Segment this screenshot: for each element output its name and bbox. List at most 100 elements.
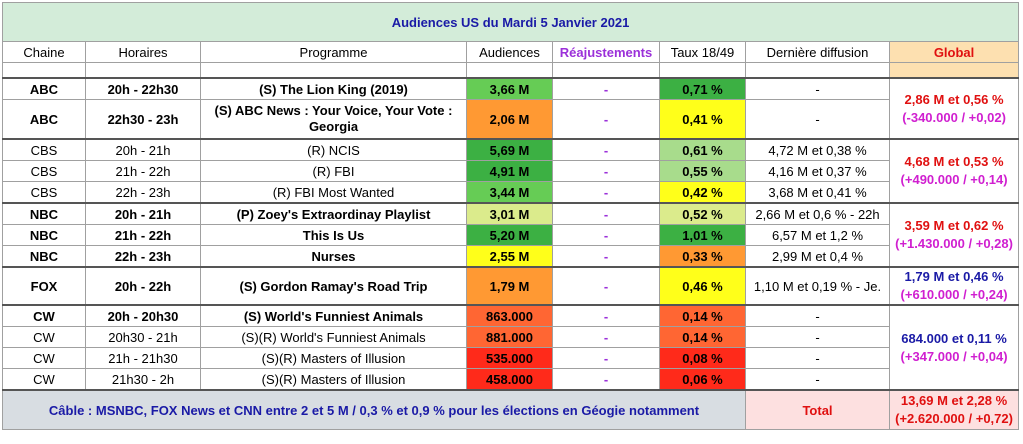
spacer-cell (745, 62, 890, 79)
table-row: NBC 20h - 21h (P) Zoey's Extraordinay Pl… (2, 202, 1020, 268)
header-programme: Programme (200, 41, 467, 63)
global-abc-delta: (-340.000 / +0,02) (902, 109, 1006, 125)
cell-audience: 3,66 M (466, 77, 553, 100)
table-row: NBC 21h - 22h This Is Us 5,20 M - 1,01 %… (2, 224, 1019, 246)
cell-derniere: - (745, 347, 890, 369)
cell-taux: 0,46 % (659, 266, 746, 306)
cell-taux: 0,55 % (659, 160, 746, 182)
cell-derniere: - (745, 326, 890, 348)
cell-audience: 3,01 M (466, 202, 553, 225)
cell-derniere: 2,99 M et 0,4 % (745, 245, 890, 268)
cell-derniere: - (745, 77, 890, 100)
cell-audience: 4,91 M (466, 160, 553, 182)
cell-horaires: 21h - 22h (85, 160, 201, 182)
cell-chaine: CW (2, 347, 86, 369)
cell-audience: 2,55 M (466, 245, 553, 268)
spacer-cell (888, 62, 1020, 79)
cell-reaj: - (552, 304, 660, 327)
total-value: 13,69 M et 2,28 % (900, 393, 1008, 408)
footer-row: Câble : MSNBC, FOX News et CNN entre 2 e… (2, 389, 1020, 430)
cell-taux: 0,41 % (659, 99, 746, 140)
header-global: Global (888, 41, 1020, 63)
global-fox-value: 1,79 M et 0,46 % (904, 269, 1004, 284)
cell-taux: 0,14 % (659, 326, 746, 348)
table-row: CW 21h30 - 2h (S)(R) Masters of Illusion… (2, 368, 1019, 391)
cell-audience: 458.000 (466, 368, 553, 391)
header-reajustements: Réajustements (552, 41, 660, 63)
header-audiences: Audiences (466, 41, 553, 63)
cell-reaj: - (552, 347, 660, 369)
cell-chaine: NBC (2, 224, 86, 246)
cell-horaires: 20h - 22h (85, 266, 201, 306)
cell-derniere: 1,10 M et 0,19 % - Je. (745, 266, 890, 306)
cell-taux: 0,61 % (659, 138, 746, 161)
cell-taux: 0,06 % (659, 368, 746, 391)
cell-chaine: NBC (2, 245, 86, 268)
cell-reaj: - (552, 99, 660, 140)
cell-horaires: 21h - 22h (85, 224, 201, 246)
cell-chaine: CBS (2, 138, 86, 161)
cell-reaj: - (552, 138, 660, 161)
global-abc: 2,86 M et 0,56 % (-340.000 / +0,02) (888, 77, 1020, 140)
table-row: ABC 20h - 22h30 (S) The Lion King (2019)… (2, 77, 1020, 140)
global-abc-value: 2,86 M et 0,56 % (904, 91, 1004, 107)
cell-audience: 2,06 M (466, 99, 553, 140)
cell-programme: (S) ABC News : Your Voice, Your Vote : G… (200, 99, 467, 140)
cell-taux: 0,14 % (659, 304, 746, 327)
total-global: 13,69 M et 2,28 % (+2.620.000 / +0,72) (888, 389, 1020, 430)
cell-reaj: - (552, 202, 660, 225)
cell-horaires: 20h30 - 21h (85, 326, 201, 348)
cell-derniere: 6,57 M et 1,2 % (745, 224, 890, 246)
global-fox-delta: (+610.000 / +0,24) (900, 287, 1008, 302)
cell-programme: (S)(R) Masters of Illusion (200, 368, 467, 391)
cell-programme: (S)(R) Masters of Illusion (200, 347, 467, 369)
cable-note: Câble : MSNBC, FOX News et CNN entre 2 e… (2, 389, 746, 430)
global-nbc: 3,59 M et 0,62 % (+1.430.000 / +0,28) (888, 202, 1020, 268)
spacer-cell (85, 62, 201, 79)
cell-horaires: 22h - 23h (85, 245, 201, 268)
cell-horaires: 21h30 - 2h (85, 368, 201, 391)
cell-programme: (P) Zoey's Extraordinay Playlist (200, 202, 467, 225)
spacer-cell (2, 62, 86, 79)
table-row: CW 20h30 - 21h (S)(R) World's Funniest A… (2, 326, 1019, 348)
cell-taux: 1,01 % (659, 224, 746, 246)
total-label: Total (745, 389, 890, 430)
cell-programme: This Is Us (200, 224, 467, 246)
cell-programme: (R) NCIS (200, 138, 467, 161)
cell-chaine: CW (2, 368, 86, 391)
cell-taux: 0,08 % (659, 347, 746, 369)
cell-taux: 0,52 % (659, 202, 746, 225)
global-cw: 684.000 et 0,11 % (+347.000 / +0,04) (888, 304, 1020, 391)
cell-horaires: 21h - 21h30 (85, 347, 201, 369)
cell-audience: 5,69 M (466, 138, 553, 161)
table-row: CW 20h - 20h30 (S) World's Funniest Anim… (2, 304, 1020, 391)
cell-audience: 1,79 M (466, 266, 553, 306)
cell-derniere: - (745, 368, 890, 391)
audiences-table: Audiences US du Mardi 5 Janvier 2021 Cha… (1, 2, 1020, 430)
header-horaires: Horaires (85, 41, 201, 63)
cell-audience: 5,20 M (466, 224, 553, 246)
cell-reaj: - (552, 224, 660, 246)
global-cbs: 4,68 M et 0,53 % (+490.000 / +0,14) (888, 138, 1020, 204)
cell-chaine: NBC (2, 202, 86, 225)
table-row: NBC 22h - 23h Nurses 2,55 M - 0,33 % 2,9… (2, 245, 1019, 268)
cell-reaj: - (552, 160, 660, 182)
cell-horaires: 20h - 21h (85, 138, 201, 161)
cell-horaires: 20h - 22h30 (85, 77, 201, 100)
cell-horaires: 20h - 21h (85, 202, 201, 225)
cell-programme: (R) FBI (200, 160, 467, 182)
global-cw-delta: (+347.000 / +0,04) (900, 348, 1008, 364)
global-nbc-value: 3,59 M et 0,62 % (904, 218, 1004, 233)
cell-audience: 535.000 (466, 347, 553, 369)
cell-reaj: - (552, 77, 660, 100)
cell-chaine: CBS (2, 181, 86, 204)
total-delta: (+2.620.000 / +0,72) (895, 411, 1013, 426)
global-fox: 1,79 M et 0,46 % (+610.000 / +0,24) (888, 266, 1020, 306)
cell-horaires: 22h - 23h (85, 181, 201, 204)
table-row: FOX 20h - 22h (S) Gordon Ramay's Road Tr… (2, 266, 1020, 306)
cell-derniere: 2,66 M et 0,6 % - 22h (745, 202, 890, 225)
table-row: ABC 22h30 - 23h (S) ABC News : Your Voic… (2, 99, 1019, 140)
cell-chaine: FOX (2, 266, 86, 306)
cell-derniere: - (745, 304, 890, 327)
cell-programme: (S) World's Funniest Animals (200, 304, 467, 327)
